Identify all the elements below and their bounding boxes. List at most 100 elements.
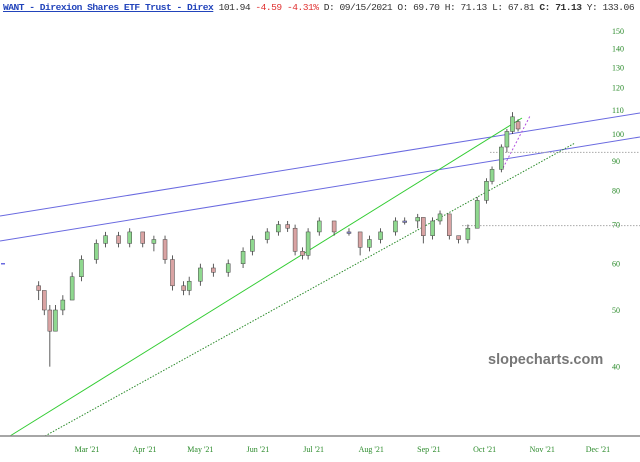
y-axis: 40 50 60 70 80 90 100 110 120 130 140 150 <box>612 27 624 372</box>
candle <box>489 166 495 185</box>
y-tick-label: 40 <box>612 363 620 372</box>
candle <box>402 217 407 225</box>
candle-body <box>186 280 192 291</box>
high-label: H: <box>444 2 456 13</box>
candle <box>317 217 322 236</box>
candle-body <box>94 243 99 260</box>
y-value: 133.06 <box>602 2 635 13</box>
candle <box>285 220 290 232</box>
y-tick-label: 120 <box>612 84 624 93</box>
candle-body <box>292 227 298 252</box>
candle <box>103 231 108 248</box>
candle-body <box>378 231 383 240</box>
y-tick-label: 50 <box>612 306 620 315</box>
candle <box>367 235 372 252</box>
candle-body <box>53 309 58 332</box>
high-value: 71.13 <box>460 2 488 13</box>
candle-body <box>393 220 398 233</box>
candle <box>474 197 480 229</box>
candle <box>181 281 186 296</box>
candle-body <box>430 220 435 236</box>
trendline-green-dotted[interactable] <box>44 142 576 437</box>
candle-body <box>225 263 231 273</box>
candle-body <box>211 267 216 273</box>
trendline-green-solid[interactable] <box>9 117 523 437</box>
trendlines <box>0 112 640 437</box>
candle-body <box>276 224 281 233</box>
symbol-title-link[interactable]: WANT - Direxion Shares ETF Trust - Direx <box>3 2 214 13</box>
candle <box>378 228 383 244</box>
candle <box>94 239 99 264</box>
low-value: 67.81 <box>507 2 535 13</box>
candle-body <box>151 239 157 244</box>
candle-body <box>504 131 510 148</box>
candles <box>36 112 521 367</box>
candle <box>357 231 363 256</box>
candle <box>437 210 443 225</box>
candle <box>162 235 168 264</box>
candle <box>140 231 145 248</box>
candle-body <box>317 220 322 233</box>
y-tick-label: 140 <box>612 45 624 54</box>
y-tick-label: 130 <box>612 63 624 72</box>
x-tick-label: Apr '21 <box>133 445 157 454</box>
x-tick-label: Sep '21 <box>417 445 440 454</box>
candle-body <box>47 309 53 332</box>
candle-body <box>69 276 75 301</box>
x-tick-label: Jul '21 <box>303 445 324 454</box>
candle <box>60 295 66 316</box>
candle-body <box>60 299 66 311</box>
candle <box>264 228 270 244</box>
candle-body <box>79 259 84 277</box>
candle-body <box>437 213 443 222</box>
candle-body <box>170 259 175 287</box>
trendline-blue-upper[interactable] <box>0 112 640 217</box>
candle-body <box>264 231 270 240</box>
candle <box>504 128 510 153</box>
candle <box>484 178 489 204</box>
x-tick-label: Oct '21 <box>473 445 496 454</box>
close-label: C: <box>539 2 550 13</box>
candle <box>465 224 471 244</box>
candle-body <box>300 251 305 256</box>
candle-body <box>515 121 521 130</box>
candle <box>186 276 192 296</box>
x-tick-label: Aug '21 <box>359 445 384 454</box>
candle-body <box>285 224 290 229</box>
candle <box>292 224 298 256</box>
x-axis: Mar '21 Apr '21 May '21 Jun '21 Jul '21 Aug '… <box>75 445 611 454</box>
candle-body <box>103 235 108 244</box>
x-tick-label: Jun '21 <box>247 445 270 454</box>
candle <box>53 304 58 332</box>
x-tick-label: May '21 <box>187 445 213 454</box>
x-tick-label: Nov '21 <box>530 445 555 454</box>
candle <box>170 255 175 291</box>
candle <box>151 235 157 252</box>
candle-body <box>484 181 489 201</box>
candle-body <box>127 231 132 244</box>
low-label: L: <box>492 2 503 13</box>
candle <box>211 263 216 277</box>
chart-header: WANT - Direxion Shares ETF Trust - Direx… <box>3 2 635 13</box>
candle-body <box>331 220 337 233</box>
open-value: 69.70 <box>413 2 440 13</box>
x-tick-label: Dec '21 <box>586 445 610 454</box>
candle-body <box>140 231 145 244</box>
candle-body <box>305 231 311 256</box>
candle-body <box>357 231 363 248</box>
trendline-purple-dotted[interactable] <box>502 115 531 169</box>
candle-body <box>447 213 452 236</box>
candle <box>276 220 281 236</box>
candle <box>421 217 426 244</box>
y-tick-label: 110 <box>612 106 624 115</box>
candle-body <box>162 239 168 260</box>
candle <box>225 259 231 277</box>
candle <box>499 144 504 173</box>
trendline-blue-lower[interactable] <box>0 136 640 242</box>
candle-body <box>367 239 372 248</box>
candle-body <box>474 200 480 229</box>
candle-body <box>250 239 255 252</box>
stray-marker <box>1 263 5 265</box>
y-tick-label: 150 <box>612 27 624 36</box>
